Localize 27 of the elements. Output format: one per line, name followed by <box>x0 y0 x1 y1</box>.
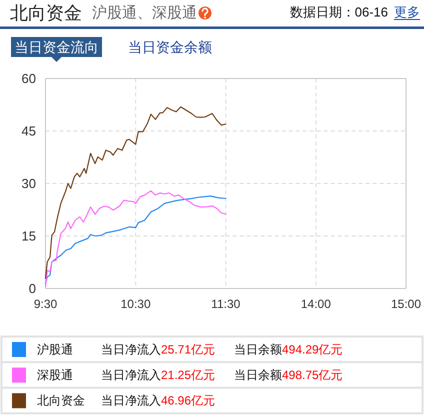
xtick: 10:30 <box>120 297 151 311</box>
ytick: 30 <box>22 176 36 191</box>
cell-value: 21.25亿元 <box>161 368 216 382</box>
xtick: 9:30 <box>34 297 58 311</box>
ytick: 15 <box>22 228 36 244</box>
cell-label: 当日余额 <box>234 342 282 356</box>
cell-label: 当日净流入 <box>101 394 161 408</box>
ytick: 45 <box>22 124 36 138</box>
cell-value: 25.71亿元 <box>161 342 216 356</box>
tab-label: 当日资金余额 <box>128 39 212 55</box>
tab-label-active: 当日资金流向 <box>14 39 98 55</box>
date: 数据日期：06-16 <box>290 4 388 20</box>
cell-value: 498.75亿元 <box>282 368 343 382</box>
legend-label: 沪股通 <box>37 342 73 356</box>
subtitle: 沪股通、深股通 <box>92 4 197 22</box>
ytick: 60 <box>22 71 36 86</box>
legend-label: 深股通 <box>37 368 73 382</box>
legend-label: 北向资金 <box>37 394 85 408</box>
cell-label: 当日净流入 <box>101 368 161 382</box>
cell-value: 46.96亿元 <box>161 394 216 408</box>
cell-value: 494.29亿元 <box>282 342 343 356</box>
link-more: 更多 <box>394 4 420 20</box>
ytick: 0 <box>28 281 36 296</box>
title: 北向资金 <box>10 3 82 23</box>
cell-label: 当日净流入 <box>101 342 161 356</box>
cell-label: 当日余额 <box>234 368 282 382</box>
xtick: 11:30 <box>211 297 240 311</box>
